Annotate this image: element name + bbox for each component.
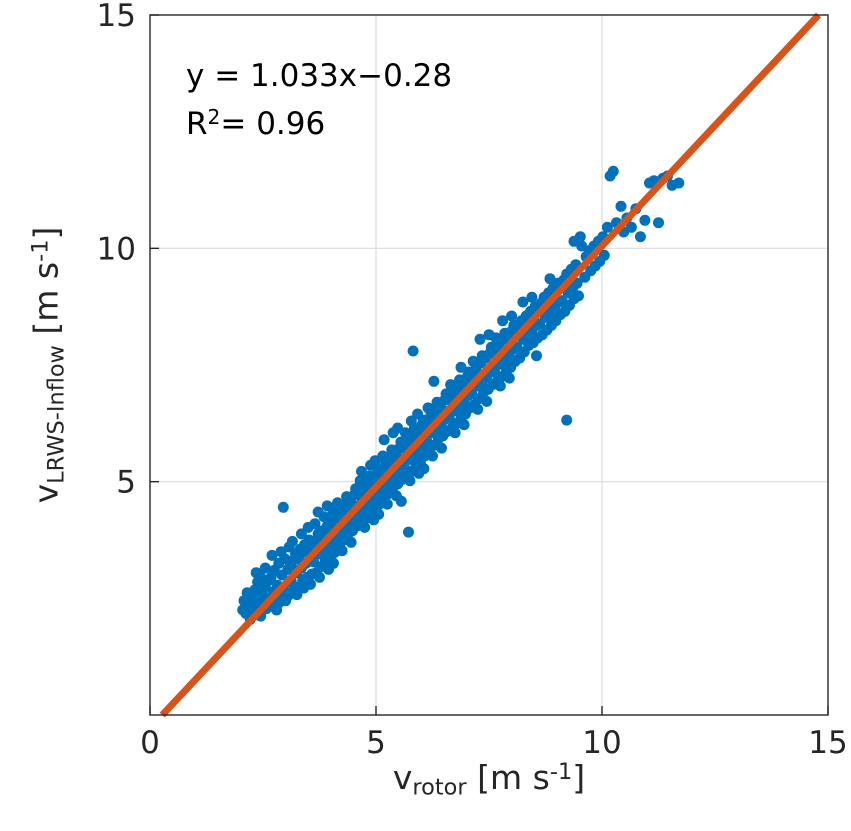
x-axis-label: vrotor [m s-1] bbox=[392, 758, 586, 801]
scatter-point bbox=[499, 327, 511, 339]
scatter-point bbox=[445, 379, 457, 391]
scatter-point bbox=[467, 355, 479, 367]
scatter-point bbox=[574, 231, 586, 243]
scatter-point bbox=[380, 490, 392, 502]
scatter-point bbox=[399, 427, 411, 439]
scatter-point bbox=[405, 415, 417, 427]
scatter-point bbox=[259, 562, 271, 574]
scatter-point bbox=[298, 582, 310, 594]
scatter-point bbox=[273, 597, 285, 609]
scatter-point bbox=[455, 361, 467, 373]
y-tick-label: 10 bbox=[97, 231, 136, 267]
scatter-point bbox=[335, 536, 347, 548]
scatter-point bbox=[373, 508, 385, 520]
fit-annotation: y = 1.033x−0.28 R2= 0.96 bbox=[186, 52, 452, 148]
scatter-point bbox=[332, 497, 344, 509]
scatter-point bbox=[404, 475, 416, 487]
scatter-point bbox=[427, 450, 438, 462]
scatter-point bbox=[598, 249, 610, 261]
x-tick-label: 15 bbox=[808, 725, 847, 761]
scatter-point bbox=[386, 444, 398, 456]
scatter-point bbox=[341, 491, 353, 503]
r-squared-exponent: 2 bbox=[207, 104, 221, 129]
scatter-point bbox=[356, 465, 367, 477]
scatter-point bbox=[291, 589, 303, 601]
scatter-point bbox=[362, 501, 374, 513]
scatter-point bbox=[653, 217, 664, 229]
scatter-point bbox=[286, 535, 298, 547]
scatter-point bbox=[357, 509, 369, 521]
scatter-point bbox=[544, 273, 556, 285]
scatter-point bbox=[431, 396, 443, 408]
scatter-point bbox=[607, 165, 619, 177]
scatter-point bbox=[634, 231, 646, 243]
scatter-point bbox=[336, 545, 348, 557]
scatter-point bbox=[573, 290, 584, 302]
scatter-point bbox=[275, 546, 287, 558]
scatter-point bbox=[472, 403, 484, 415]
scatter-point bbox=[378, 434, 390, 446]
scatter-point bbox=[411, 451, 423, 463]
scatter-point bbox=[481, 395, 493, 407]
scatter-point bbox=[494, 380, 506, 392]
scatter-point bbox=[601, 221, 613, 233]
scatter-point bbox=[422, 402, 434, 414]
scatter-point bbox=[321, 500, 333, 512]
r-squared: R2= 0.96 bbox=[186, 100, 452, 148]
y-tick-label: 15 bbox=[97, 0, 136, 34]
r-squared-symbol: R bbox=[186, 106, 208, 143]
scatter-point bbox=[359, 521, 371, 533]
scatter-point bbox=[458, 419, 470, 431]
axes-box bbox=[149, 14, 829, 716]
scatter-point bbox=[474, 333, 486, 345]
scatter-point bbox=[385, 478, 396, 490]
scatter-point bbox=[407, 345, 419, 357]
scatter-point bbox=[295, 528, 307, 540]
scatter-point bbox=[531, 350, 542, 362]
scatter-point bbox=[454, 374, 466, 386]
scatter-point bbox=[345, 536, 357, 548]
scatter-point bbox=[503, 372, 515, 384]
scatter-point bbox=[412, 408, 424, 420]
scatter-point bbox=[625, 221, 637, 233]
scatter-point bbox=[314, 571, 325, 583]
scatter-point bbox=[328, 557, 339, 569]
scatter-point bbox=[456, 403, 468, 415]
scatter-point bbox=[377, 450, 389, 462]
scatter-point bbox=[277, 501, 289, 513]
x-tick-label: 0 bbox=[140, 725, 160, 761]
scatter-point bbox=[449, 427, 461, 439]
scatter-point bbox=[339, 525, 351, 537]
scatter-point bbox=[381, 498, 393, 510]
scatter-point bbox=[639, 214, 651, 226]
scatter-point bbox=[395, 495, 407, 507]
fit-equation: y = 1.033x−0.28 bbox=[186, 58, 453, 94]
scatter-point bbox=[418, 463, 430, 475]
scatter-point bbox=[517, 296, 529, 308]
y-axis-label: vLRWS-Inflow [m s-1] bbox=[26, 226, 70, 504]
scatter-point bbox=[266, 549, 278, 561]
y-tick-label: 5 bbox=[116, 465, 136, 501]
scatter-point bbox=[561, 414, 573, 426]
r-squared-value: = 0.96 bbox=[220, 106, 326, 143]
scatter-point bbox=[497, 315, 509, 327]
scatter-point bbox=[673, 177, 685, 189]
scatter-point bbox=[403, 526, 414, 538]
fit-line bbox=[159, 12, 822, 718]
scatter-point bbox=[436, 442, 447, 454]
scatter-point bbox=[312, 506, 324, 518]
scatter-point bbox=[353, 481, 365, 493]
scatter-point bbox=[433, 428, 445, 440]
scatter-point bbox=[428, 375, 440, 387]
scatter-point bbox=[309, 518, 321, 530]
scatter-point bbox=[506, 310, 518, 322]
x-tick-label: 10 bbox=[582, 725, 621, 761]
scatter-point bbox=[526, 291, 538, 303]
scatter-point bbox=[490, 332, 502, 344]
scatter-point bbox=[476, 350, 488, 362]
x-tick-label: 5 bbox=[366, 725, 386, 761]
scatter-point bbox=[615, 200, 627, 212]
